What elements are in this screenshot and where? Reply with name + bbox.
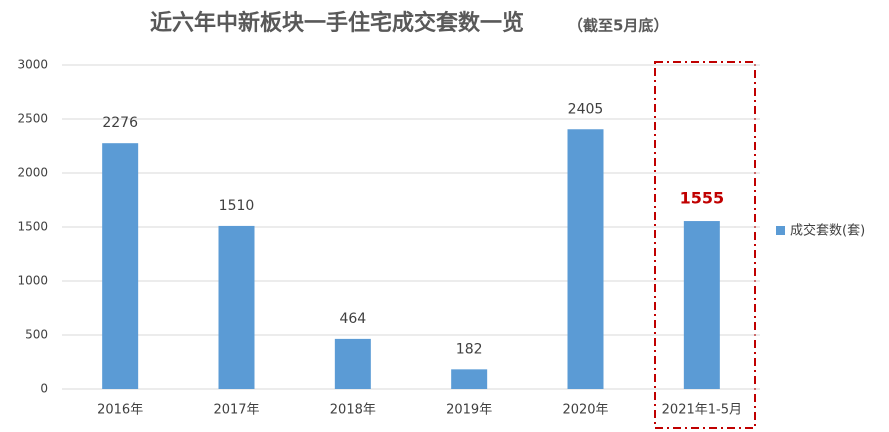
bar (334, 338, 371, 389)
y-tick-label: 0 (40, 382, 48, 396)
x-tick-label: 2021年1-5月 (662, 403, 742, 418)
bar (218, 225, 255, 389)
legend-label: 成交套数(套) (790, 223, 865, 239)
value-label: 2405 (568, 101, 604, 117)
y-tick-label: 2500 (17, 112, 48, 126)
x-tick-label: 2017年 (213, 403, 259, 418)
x-tick-label: 2019年 (446, 403, 492, 418)
value-label: 1510 (219, 198, 255, 214)
y-tick-label: 1500 (17, 220, 48, 234)
highlight-box (654, 61, 756, 429)
value-label: 182 (456, 341, 483, 357)
bar (451, 369, 488, 389)
legend-swatch (776, 226, 785, 235)
chart-subtitle: （截至5月底） (568, 17, 668, 35)
value-label: 464 (339, 311, 366, 327)
y-tick-label: 500 (25, 328, 48, 342)
y-tick-label: 2000 (17, 166, 48, 180)
value-label: 1555 (680, 189, 725, 208)
bar (567, 129, 604, 389)
x-tick-label: 2020年 (562, 403, 608, 418)
y-tick-label: 3000 (17, 58, 48, 72)
bar (683, 221, 720, 389)
value-label: 2276 (102, 115, 138, 131)
bar (102, 143, 139, 389)
x-tick-label: 2018年 (330, 403, 376, 418)
y-tick-label: 1000 (17, 274, 48, 288)
x-tick-label: 2016年 (97, 403, 143, 418)
chart-title: 近六年中新板块一手住宅成交套数一览 (150, 10, 524, 36)
